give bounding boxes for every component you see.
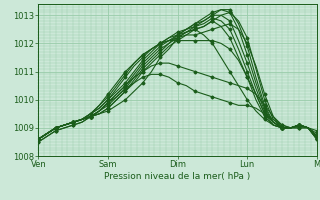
X-axis label: Pression niveau de la mer( hPa ): Pression niveau de la mer( hPa ) [104, 172, 251, 181]
